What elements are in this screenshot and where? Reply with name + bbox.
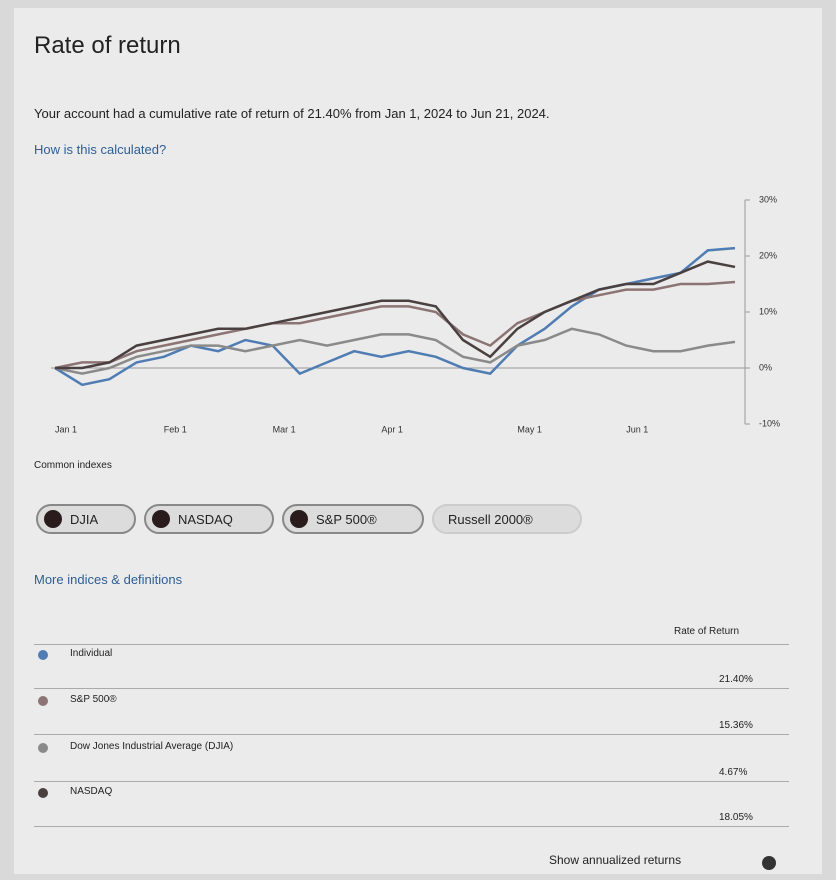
series-line — [55, 260, 736, 370]
x-tick-label: Jun 1 — [626, 424, 648, 434]
summary: Your account had a cumulative rate of re… — [34, 106, 550, 121]
row-rate: 15.36% — [719, 720, 753, 731]
series-line — [54, 246, 736, 387]
row-dot — [38, 696, 48, 706]
table-header: Rate of Return — [674, 626, 740, 637]
card: Rate of return Your account had a cumula… — [14, 8, 822, 874]
row-rate: 21.40% — [719, 674, 753, 685]
y-tick-label: 30% — [759, 194, 777, 204]
y-tick-label: 10% — [759, 306, 777, 316]
y-tick-label: -10% — [759, 418, 780, 428]
divider — [34, 688, 789, 689]
chip[interactable]: DJIA — [36, 504, 136, 534]
title: Rate of return — [34, 32, 181, 59]
toggle[interactable] — [762, 856, 776, 870]
x-tick-label: May 1 — [517, 424, 542, 434]
row-rate: 4.67% — [719, 767, 748, 778]
series-line — [54, 280, 736, 370]
chart: -10% 0% 10% 20% 30% Jan 1 Feb 1 Mar 1 Apr 1 May 1… — [51, 194, 780, 434]
chip-label: NASDAQ — [178, 511, 233, 527]
chip[interactable]: NASDAQ — [144, 504, 274, 534]
row-name: Individual — [70, 648, 113, 659]
chip[interactable]: S&P 500® — [282, 504, 424, 534]
row-dot — [38, 743, 48, 753]
indexes-title: Common indexes — [34, 460, 112, 471]
divider — [34, 781, 789, 782]
toggle-label: Show annualized returns — [549, 853, 682, 867]
row-name: Dow Jones Industrial Average (DJIA) — [70, 741, 234, 752]
chip-dot — [152, 510, 170, 528]
divider — [34, 734, 789, 735]
chip-label: S&P 500® — [316, 511, 377, 527]
indices-link[interactable]: More indices & definitions — [34, 572, 183, 587]
y-tick-label: 20% — [759, 250, 777, 260]
chip[interactable]: Russell 2000® — [432, 504, 582, 534]
x-tick-label: Mar 1 — [273, 424, 296, 434]
divider — [34, 644, 789, 645]
x-tick-label: Feb 1 — [164, 424, 187, 434]
row-name: S&P 500® — [70, 694, 117, 705]
chip-dot — [290, 510, 308, 528]
y-tick-label: 0% — [759, 362, 772, 372]
row-dot — [38, 650, 48, 660]
x-tick-label: Apr 1 — [381, 424, 403, 434]
row-rate: 18.05% — [719, 812, 753, 823]
series-line — [54, 327, 736, 375]
divider — [34, 826, 789, 827]
chip-label: DJIA — [70, 511, 99, 527]
row-dot — [38, 788, 48, 798]
x-tick-label: Jan 1 — [55, 424, 77, 434]
row-name: NASDAQ — [70, 786, 113, 797]
calc-link[interactable]: How is this calculated? — [34, 142, 167, 157]
chip-dot — [44, 510, 62, 528]
chip-label: Russell 2000® — [448, 511, 533, 527]
